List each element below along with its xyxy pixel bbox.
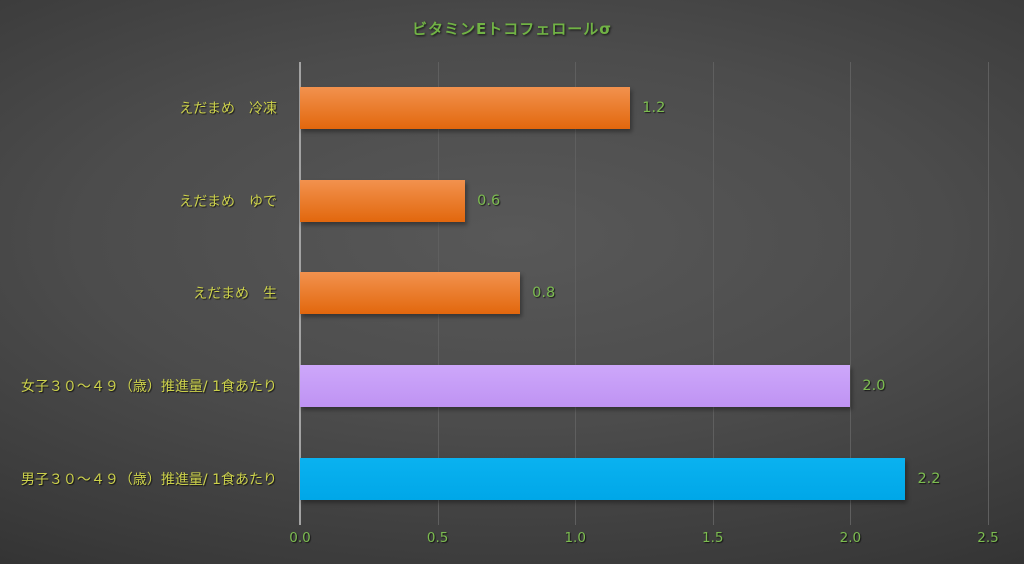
plot-area: 1.2 0.6 0.8 2.0 2.2	[299, 62, 989, 525]
bar-row: 1.2	[300, 62, 988, 155]
gridline	[850, 62, 852, 525]
data-label: 0.8	[532, 285, 556, 302]
category-axis: えだまめ 冷凍 えだまめ ゆで えだまめ 生 女子３０～４９（歳）推進量/ 1食…	[0, 62, 288, 525]
data-label: 2.2	[917, 470, 941, 487]
bar-edamame-boiled	[300, 179, 466, 222]
category-label: えだまめ 冷凍	[179, 101, 277, 118]
axis-tick-label: 0.5	[426, 530, 449, 546]
gridline	[712, 62, 714, 525]
gridline	[575, 62, 577, 525]
axis-tick-label: 1.0	[564, 530, 586, 546]
category-label: 女子３０～４９（歳）推進量/ 1食あたり	[20, 379, 277, 396]
bar-edamame-raw	[300, 272, 521, 315]
axis-tick-label: 2.0	[839, 530, 862, 546]
bar-edamame-frozen	[300, 87, 631, 130]
gridline	[988, 62, 989, 525]
bar-rows: 1.2 0.6 0.8 2.0 2.2	[300, 62, 988, 525]
category-label: 男子３０～４９（歳）推進量/ 1食あたり	[20, 471, 277, 488]
bar-row: 0.6	[300, 155, 988, 248]
data-label: 2.0	[862, 378, 886, 395]
category-label: えだまめ 生	[193, 286, 277, 303]
chart-title: ビタミンEトコフェロールσ	[412, 20, 612, 38]
bar-row: 2.2	[300, 432, 988, 525]
data-label: 1.2	[642, 100, 666, 117]
axis-tick-label: 0.0	[289, 530, 311, 546]
category-label: えだまめ ゆで	[179, 193, 277, 210]
value-axis: 0.0 0.5 1.0 1.5 2.0 2.5	[289, 530, 998, 550]
data-label: 0.6	[477, 192, 501, 209]
bar-female-recommended	[300, 365, 851, 408]
bar-male-recommended	[300, 457, 906, 500]
bar-row: 0.8	[300, 247, 988, 340]
axis-tick-label: 2.5	[977, 530, 999, 546]
axis-tick-label: 1.5	[702, 530, 724, 546]
bar-row: 2.0	[300, 340, 988, 433]
